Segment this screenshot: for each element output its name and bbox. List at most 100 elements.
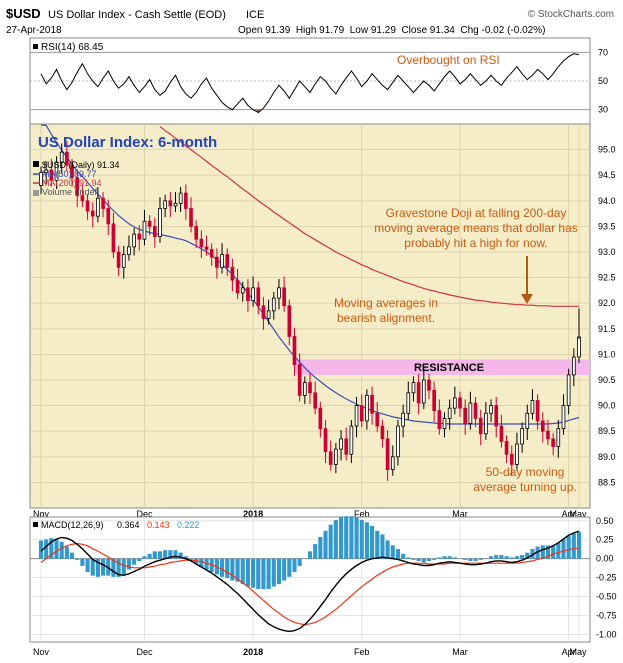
macd-histogram-bar <box>416 558 421 562</box>
candle <box>303 376 307 405</box>
macd-histogram-bar <box>121 558 126 575</box>
rsi-y-axis: 70 50 30 <box>598 47 608 114</box>
candle <box>246 279 250 312</box>
candle <box>520 422 524 453</box>
candle <box>437 399 442 435</box>
macd-histogram-bar <box>111 558 116 577</box>
candle <box>504 435 509 463</box>
macd-histogram-bar <box>90 558 95 576</box>
macd-histogram-bar <box>359 519 364 559</box>
macd-histogram-bar <box>137 558 142 562</box>
candle <box>44 161 48 184</box>
candle-body <box>225 254 230 268</box>
macd-histogram-bar <box>163 550 168 559</box>
macd-histogram-bar <box>204 558 209 570</box>
candle <box>277 279 281 310</box>
candle-body <box>437 410 442 430</box>
candle-body <box>411 382 416 394</box>
macd-histogram-bar <box>271 558 276 587</box>
chart-title: US Dollar Index: 6-month <box>38 134 217 151</box>
candle-body <box>59 151 64 163</box>
price-tick-label: 92.5 <box>598 273 616 283</box>
candle <box>556 419 561 458</box>
candle-body <box>478 417 483 435</box>
macd-histogram-bar <box>545 545 551 559</box>
resistance-label: RESISTANCE <box>414 362 484 374</box>
candle-body <box>365 394 369 422</box>
candle-body <box>323 428 328 453</box>
macd-histogram-bar <box>354 517 359 559</box>
candle <box>489 399 493 422</box>
candle-body <box>515 443 519 465</box>
macd-legend-hist: 0.222 <box>177 520 200 530</box>
candle <box>463 399 468 435</box>
candle-body <box>396 425 400 458</box>
candle <box>235 268 240 300</box>
candle <box>484 402 488 440</box>
candle-body <box>473 402 478 419</box>
macd-y-axis: 0.50 0.25 0.00 -0.25 -0.50 -0.75 -1.00 <box>596 516 617 640</box>
annotation-arrow-head <box>521 294 533 304</box>
candle <box>365 389 369 430</box>
candle <box>390 445 395 476</box>
candle-body <box>240 287 245 294</box>
ma200-line <box>159 126 579 307</box>
macd-histogram-bar <box>101 558 106 576</box>
candle-body <box>328 451 333 465</box>
price-x-tick-May: May <box>569 509 587 519</box>
macd-histogram-bar <box>349 516 354 559</box>
rsi-annotation: Overbought on RSI <box>397 53 500 67</box>
macd-histogram-bar <box>525 552 530 559</box>
macd-histogram-bar <box>282 558 287 581</box>
candle <box>344 427 349 461</box>
candle-body <box>54 161 59 181</box>
candle <box>80 184 85 207</box>
candle <box>328 440 333 471</box>
price-panel: RESISTANCE 95.094.594.093.593.092.592.09… <box>29 123 616 519</box>
macd-histogram-bar <box>390 545 395 559</box>
candle <box>59 143 64 174</box>
macd-histogram-bar <box>307 551 313 559</box>
macd-histogram-bar <box>571 533 576 559</box>
candle-body <box>266 310 271 319</box>
rsi-line <box>40 53 580 114</box>
macd-histogram-bar <box>385 540 390 559</box>
macd-line <box>40 530 580 633</box>
macd-tick-label: -0.25 <box>596 573 617 583</box>
candle <box>292 327 297 376</box>
candle <box>334 442 338 474</box>
candle <box>540 412 545 443</box>
candle <box>220 243 224 274</box>
candle <box>401 404 405 438</box>
candle <box>396 419 400 466</box>
macd-tick-label: 0.25 <box>596 535 614 545</box>
candle-body <box>65 151 69 166</box>
macd-histogram-bar <box>504 556 509 559</box>
legend-marker-volume <box>33 190 39 196</box>
candle <box>225 248 230 277</box>
candle <box>287 299 292 346</box>
macd-histogram-bar <box>292 558 297 572</box>
macd-histogram-bar <box>494 555 499 559</box>
candle-body <box>484 412 488 435</box>
candle <box>127 235 131 261</box>
candle <box>551 432 555 456</box>
price-x-tick-Feb: Feb <box>354 509 370 519</box>
macd-histogram-bar <box>328 524 333 559</box>
candle <box>375 402 380 433</box>
macd-histogram-bar <box>44 539 49 559</box>
candle-body <box>178 192 183 204</box>
macd-histogram-bar <box>85 558 90 572</box>
candle-body <box>152 225 157 238</box>
candle-body <box>271 297 276 312</box>
candle-body <box>127 246 131 255</box>
annotation-line: bearish alignment. <box>337 311 435 325</box>
macd-histogram-bar <box>364 522 369 559</box>
chart-exchange: ICE <box>246 9 264 21</box>
candle-body <box>277 287 281 299</box>
macd-histogram-bar <box>245 558 250 587</box>
candle-body <box>137 233 142 240</box>
candle <box>256 281 261 315</box>
chart-date: 27-Apr-2018 <box>6 25 62 36</box>
price-panel-frame <box>29 123 591 509</box>
